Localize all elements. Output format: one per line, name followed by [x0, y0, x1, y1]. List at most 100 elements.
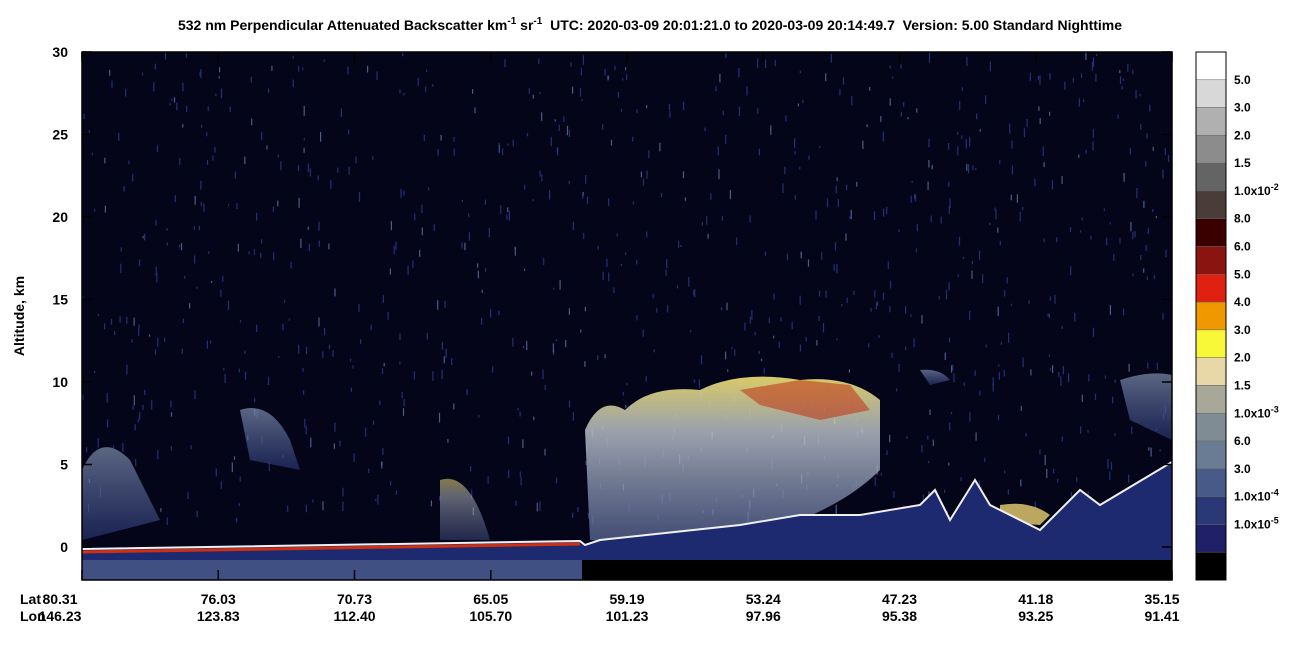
noise-speck	[1061, 436, 1063, 442]
noise-speck	[900, 111, 902, 117]
colorbar-label-sup: -4	[1271, 488, 1279, 498]
noise-speck	[620, 109, 623, 112]
noise-speck	[826, 198, 829, 207]
noise-speck	[1092, 327, 1095, 337]
noise-speck	[632, 136, 634, 142]
noise-speck	[1007, 489, 1009, 495]
cloud	[440, 478, 490, 540]
noise-speck	[239, 319, 242, 323]
noise-speck	[453, 136, 455, 142]
noise-speck	[971, 270, 973, 279]
noise-speck	[109, 69, 111, 76]
noise-speck	[318, 317, 320, 327]
noise-speck	[212, 155, 214, 161]
noise-speck	[303, 147, 305, 153]
colorbar-label: 1.0x10-3	[1234, 404, 1279, 420]
noise-speck	[390, 481, 392, 486]
colorbar-label-text: 1.0x10	[1234, 517, 1271, 531]
x-tick-label: 59.19	[609, 591, 644, 607]
noise-speck	[948, 143, 950, 150]
noise-speck	[1026, 119, 1028, 127]
noise-speck	[889, 65, 891, 69]
noise-speck	[1140, 123, 1142, 130]
noise-speck	[971, 261, 973, 265]
noise-speck	[536, 502, 538, 512]
noise-speck	[1085, 149, 1087, 154]
noise-speck	[839, 89, 841, 96]
noise-speck	[236, 203, 238, 209]
noise-speck	[921, 445, 923, 453]
noise-speck	[349, 358, 352, 362]
noise-speck	[277, 154, 279, 158]
noise-speck	[948, 337, 951, 343]
noise-speck	[541, 174, 543, 182]
noise-speck	[1122, 78, 1124, 81]
noise-speck	[818, 316, 820, 322]
noise-speck	[726, 302, 728, 311]
subsurface	[82, 560, 582, 580]
noise-speck	[524, 184, 526, 190]
noise-speck	[998, 372, 1000, 380]
noise-speck	[477, 270, 479, 279]
noise-speck	[898, 363, 900, 372]
noise-speck	[549, 190, 551, 200]
noise-speck	[1092, 141, 1094, 151]
noise-speck	[725, 351, 727, 360]
noise-speck	[1078, 154, 1080, 158]
colorbar-box	[1195, 357, 1227, 386]
noise-speck	[751, 310, 753, 320]
noise-speck	[773, 293, 775, 300]
noise-speck	[1162, 313, 1164, 320]
noise-speck	[507, 143, 509, 146]
noise-speck	[754, 331, 756, 336]
noise-speck	[133, 395, 135, 406]
colorbar-label: 4.0	[1234, 295, 1251, 309]
noise-speck	[948, 206, 950, 214]
cloud	[920, 369, 950, 385]
noise-speck	[1165, 249, 1167, 258]
noise-speck	[1003, 370, 1005, 377]
noise-speck	[856, 181, 858, 187]
noise-speck	[189, 303, 191, 309]
noise-speck	[381, 368, 384, 374]
noise-speck	[656, 308, 658, 313]
noise-speck	[308, 243, 310, 252]
noise-speck	[765, 59, 767, 68]
noise-speck	[532, 199, 534, 202]
noise-speck	[1130, 221, 1132, 232]
noise-speck	[928, 138, 930, 148]
noise-speck	[794, 138, 796, 148]
noise-speck	[390, 221, 392, 231]
noise-speck	[648, 150, 650, 159]
noise-speck	[825, 290, 827, 298]
noise-speck	[504, 59, 506, 68]
noise-speck	[421, 204, 423, 213]
y-tick-label: 25	[52, 127, 68, 143]
noise-speck	[522, 439, 524, 448]
noise-speck	[1072, 77, 1074, 83]
noise-speck	[960, 477, 962, 482]
noise-speck	[930, 215, 932, 222]
noise-speck	[1023, 128, 1025, 138]
noise-speck	[170, 446, 172, 451]
noise-speck	[203, 203, 205, 212]
noise-speck	[975, 168, 977, 171]
noise-speck	[153, 82, 155, 92]
noise-speck	[1110, 461, 1113, 470]
noise-speck	[1159, 449, 1161, 452]
noise-speck	[544, 385, 546, 390]
noise-speck	[122, 443, 124, 452]
noise-speck	[481, 289, 483, 293]
noise-speck	[715, 85, 717, 92]
noise-speck	[134, 423, 136, 431]
colorbar-label: 6.0	[1234, 240, 1251, 254]
noise-speck	[298, 65, 300, 72]
noise-speck	[958, 236, 961, 246]
noise-speck	[1030, 369, 1032, 376]
noise-speck	[563, 116, 565, 122]
noise-speck	[379, 400, 381, 405]
noise-speck	[97, 314, 99, 317]
noise-speck	[441, 341, 443, 350]
x-tick-label: 70.73	[337, 591, 372, 607]
noise-speck	[318, 240, 320, 247]
